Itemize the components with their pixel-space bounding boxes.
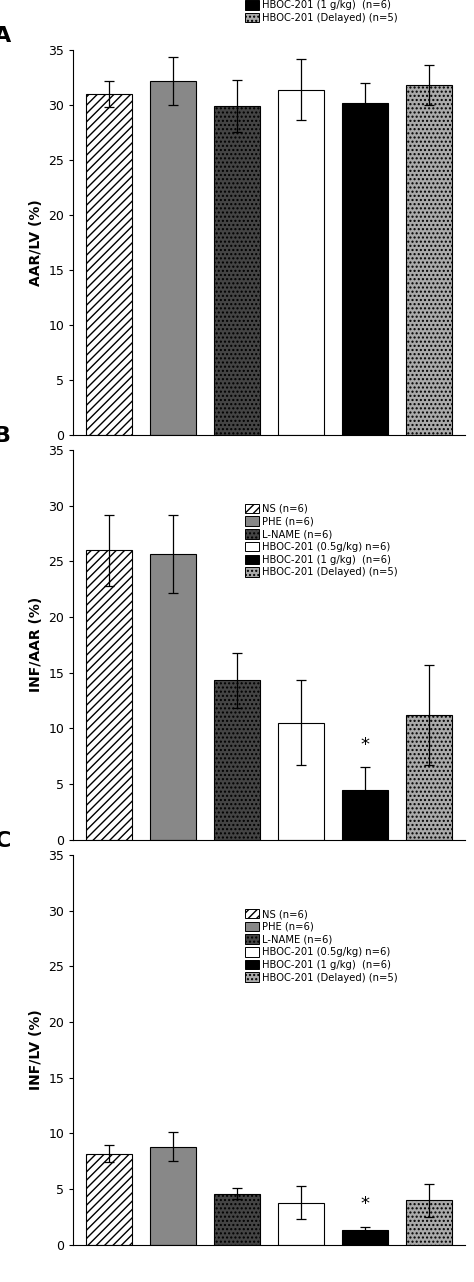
Text: *: * — [361, 736, 370, 754]
Bar — [406, 85, 452, 435]
Bar — [278, 723, 324, 840]
Y-axis label: INF/AAR (%): INF/AAR (%) — [29, 597, 43, 692]
Legend: NS (n=6), PHE (n=6), L-NAME (n=6), HBOC-201 (0.5g/kg) n=6), HBOC-201 (1 g/kg)  (: NS (n=6), PHE (n=6), L-NAME (n=6), HBOC-… — [243, 0, 400, 26]
Text: C: C — [0, 831, 11, 851]
Bar — [406, 1200, 452, 1245]
Bar — [150, 1147, 196, 1245]
Bar — [86, 550, 132, 840]
Text: A: A — [0, 26, 11, 46]
Bar — [214, 1194, 260, 1245]
Bar — [342, 103, 388, 435]
Bar — [86, 1154, 132, 1245]
Bar — [86, 94, 132, 435]
Bar — [150, 554, 196, 840]
Y-axis label: INF/LV (%): INF/LV (%) — [29, 1010, 43, 1090]
Legend: NS (n=6), PHE (n=6), L-NAME (n=6), HBOC-201 (0.5g/kg) n=6), HBOC-201 (1 g/kg)  (: NS (n=6), PHE (n=6), L-NAME (n=6), HBOC-… — [243, 501, 400, 579]
Legend: NS (n=6), PHE (n=6), L-NAME (n=6), HBOC-201 (0.5g/kg) n=6), HBOC-201 (1 g/kg)  (: NS (n=6), PHE (n=6), L-NAME (n=6), HBOC-… — [243, 906, 400, 985]
Bar — [342, 790, 388, 840]
Bar — [278, 1203, 324, 1245]
Bar — [150, 81, 196, 435]
Y-axis label: AAR/LV (%): AAR/LV (%) — [29, 199, 43, 286]
Bar — [278, 90, 324, 435]
Bar — [406, 715, 452, 840]
Text: *: * — [361, 1195, 370, 1213]
Text: B: B — [0, 426, 11, 446]
Bar — [214, 106, 260, 435]
Bar — [214, 681, 260, 840]
Bar — [342, 1231, 388, 1245]
